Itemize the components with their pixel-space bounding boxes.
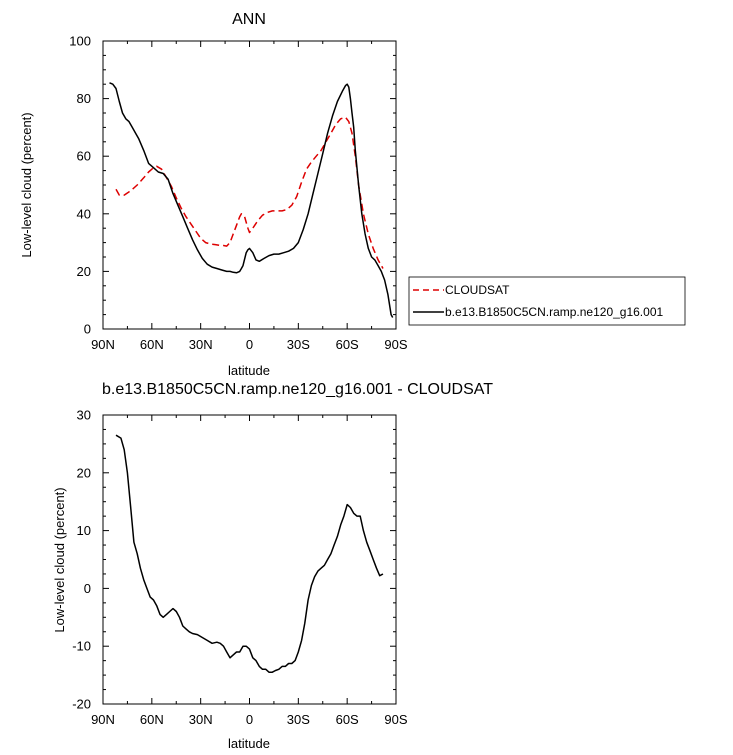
bottom-x-axis-label: latitude xyxy=(228,736,270,751)
bottom-x-tick-label: 30S xyxy=(287,712,310,727)
top-x-tick-label: 30N xyxy=(189,337,213,352)
top-x-tick-label: 90N xyxy=(91,337,115,352)
bottom-x-tick-label: 90N xyxy=(91,712,115,727)
bottom-panel: b.e13.B1850C5CN.ramp.ne120_g16.001 - CLO… xyxy=(52,381,493,751)
bottom-y-tick-label: -10 xyxy=(72,639,91,654)
bottom-y-axis-label: Low-level cloud (percent) xyxy=(52,487,67,632)
top-plot-frame xyxy=(102,40,397,330)
bottom-axis-ticks: 90N 60N 30N 0 30S 60S 90S -20 -10 0 10 20 30 xyxy=(72,408,408,728)
bottom-series-lines xyxy=(115,434,384,673)
top-x-tick-label: 0 xyxy=(246,337,253,352)
bottom-y-tick-label: 20 xyxy=(77,465,91,480)
bottom-y-tick-label: 0 xyxy=(84,581,91,596)
top-x-axis-label: latitude xyxy=(228,363,270,378)
bottom-y-tick-label: 10 xyxy=(77,523,91,538)
top-axis-ticks: 90N 60N 30N 0 30S 60S 90S 0 20 40 60 80 100 xyxy=(69,34,408,353)
legend-label-cloudsat: CLOUDSAT xyxy=(445,283,510,297)
legend: CLOUDSAT b.e13.B1850C5CN.ramp.ne120_g16.… xyxy=(408,276,686,326)
top-y-tick-label: 100 xyxy=(69,34,91,49)
top-y-tick-label: 40 xyxy=(77,206,91,221)
top-x-tick-label: 60S xyxy=(336,337,359,352)
top-series-lines xyxy=(109,82,394,318)
top-y-tick-label: 20 xyxy=(77,264,91,279)
top-y-tick-label: 60 xyxy=(77,149,91,164)
top-x-tick-label: 30S xyxy=(287,337,310,352)
bottom-x-tick-label: 0 xyxy=(246,712,253,727)
top-chart-title: ANN xyxy=(232,11,266,28)
top-panel: ANN 90N 60N 30N 0 30S 60S 90S 0 20 40 60 80 100 lati… xyxy=(19,11,686,378)
bottom-chart-title: b.e13.B1850C5CN.ramp.ne120_g16.001 - CLO… xyxy=(102,381,493,398)
top-series-line-1 xyxy=(109,82,394,318)
bottom-x-tick-label: 60N xyxy=(140,712,164,727)
bottom-x-tick-label: 30N xyxy=(189,712,213,727)
top-y-axis-label: Low-level cloud (percent) xyxy=(19,112,34,257)
top-series-line-0 xyxy=(115,116,384,269)
legend-box xyxy=(408,276,686,326)
top-y-tick-label: 0 xyxy=(84,322,91,337)
bottom-y-tick-label: -20 xyxy=(72,697,91,712)
top-x-tick-label: 90S xyxy=(384,337,407,352)
legend-label-model: b.e13.B1850C5CN.ramp.ne120_g16.001 xyxy=(445,305,663,319)
bottom-x-tick-label: 90S xyxy=(384,712,407,727)
top-x-tick-label: 60N xyxy=(140,337,164,352)
bottom-x-tick-label: 60S xyxy=(336,712,359,727)
bottom-series-line-0 xyxy=(115,434,384,673)
bottom-plot-frame xyxy=(102,414,397,705)
top-y-tick-label: 80 xyxy=(77,91,91,106)
bottom-y-tick-label: 30 xyxy=(77,408,91,423)
